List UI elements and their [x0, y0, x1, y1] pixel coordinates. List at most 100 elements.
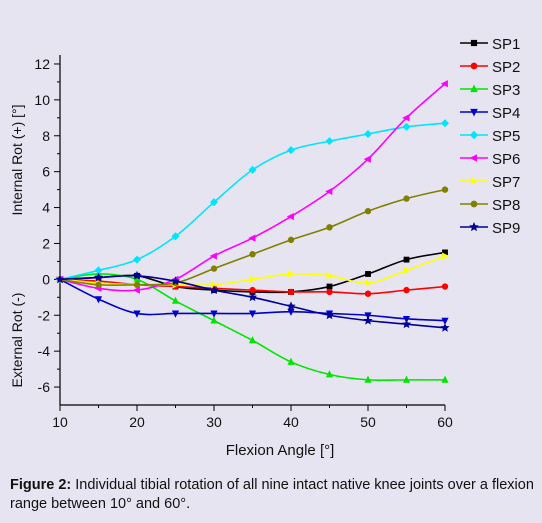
- data-point-sp2: [249, 286, 256, 294]
- y-tick-label: -2: [38, 307, 51, 323]
- legend-label: SP9: [492, 220, 520, 237]
- legend-entry-sp4: SP4: [460, 105, 520, 122]
- data-point-sp4: [287, 308, 295, 316]
- legend-entry-sp1: SP1: [460, 36, 520, 53]
- y-tick-label: 4: [42, 200, 50, 216]
- data-point-sp6: [325, 187, 333, 195]
- axes: 10 20 30 40 50 60 -6 -4 -2 0 2 4 6 8 10 12: [34, 55, 453, 430]
- data-point-sp4: [248, 310, 257, 318]
- data-point-sp9: [132, 270, 142, 280]
- x-tick-label: 40: [283, 414, 299, 430]
- data-point-sp7: [211, 281, 219, 289]
- legend-entry-sp3: SP3: [460, 82, 520, 99]
- data-point-sp3: [325, 370, 334, 378]
- data-point-sp7: [442, 252, 450, 260]
- y-tick-label: 2: [42, 235, 50, 251]
- legend: SP1 SP2 SP3 SP4 SP5 SP6 SP7 SP8 SP9: [460, 36, 520, 237]
- data-point-sp7: [326, 272, 334, 280]
- data-point-sp3: [287, 357, 295, 365]
- data-point-sp9: [55, 274, 65, 284]
- data-point-sp2: [364, 290, 372, 297]
- y-tick-label: 0: [42, 271, 50, 287]
- data-point-sp4: [402, 315, 411, 324]
- data-point-sp9: [93, 272, 104, 282]
- data-point-sp8: [95, 281, 102, 288]
- data-point-sp7: [249, 275, 257, 283]
- legend-label: SP7: [492, 174, 520, 191]
- y-axis-label-internal: Internal Rot (+) [°]: [9, 104, 25, 215]
- figure-caption: Figure 2: Individual tibial rotation of …: [10, 476, 535, 514]
- legend-entry-sp6: SP6: [460, 151, 520, 168]
- data-point-sp4: [364, 312, 372, 320]
- data-point-sp2: [287, 288, 295, 296]
- data-point-sp4: [171, 310, 180, 318]
- data-point-sp8: [249, 251, 256, 258]
- data-point-sp5: [248, 165, 257, 174]
- data-point-sp8: [364, 207, 372, 215]
- legend-marker: [470, 177, 479, 185]
- data-point-sp9: [247, 292, 258, 302]
- data-point-sp5: [440, 119, 450, 128]
- data-point-sp4: [210, 310, 218, 318]
- legend-label: SP1: [492, 36, 520, 53]
- y-tick-label: 12: [34, 56, 50, 72]
- legend-marker: [469, 154, 478, 162]
- caption-text: Individual tibial rotation of all nine i…: [10, 477, 534, 512]
- data-point-sp9: [286, 301, 296, 311]
- data-point-sp3: [364, 375, 372, 383]
- data-point-sp9: [324, 310, 335, 320]
- data-point-sp1: [403, 256, 410, 263]
- caption-label: Figure 2:: [10, 477, 72, 493]
- series-sp9: [55, 270, 450, 332]
- legend-label: SP6: [492, 151, 520, 168]
- series-line-sp6: [59, 83, 446, 292]
- series-sp6: [55, 80, 448, 294]
- data-point-sp3: [441, 375, 449, 383]
- y-tick-label: 8: [42, 128, 50, 144]
- data-point-sp6: [402, 114, 410, 122]
- data-point-sp5: [132, 255, 142, 264]
- data-point-sp5: [363, 129, 373, 138]
- y-tick-label: 10: [34, 92, 50, 108]
- data-point-sp9: [170, 276, 181, 286]
- data-point-sp8: [287, 236, 295, 244]
- data-point-sp8: [441, 186, 449, 193]
- data-point-sp4: [441, 317, 449, 325]
- data-point-sp2: [326, 288, 333, 296]
- data-point-sp5: [209, 198, 219, 207]
- data-point-sp2: [441, 283, 449, 290]
- data-point-sp8: [403, 195, 410, 202]
- legend-label: SP2: [492, 59, 520, 76]
- legend-marker: [470, 200, 478, 208]
- data-point-sp4: [94, 296, 103, 304]
- y-tick-label: 6: [42, 164, 50, 180]
- x-tick-label: 30: [206, 414, 222, 430]
- legend-label: SP5: [492, 128, 520, 145]
- data-point-sp6: [286, 212, 294, 221]
- y-axis-label-external: External Rot (-): [9, 293, 25, 388]
- legend-marker: [470, 39, 478, 47]
- data-point-sp8: [210, 265, 218, 272]
- legend-entry-sp5: SP5: [460, 128, 520, 145]
- data-point-sp9: [209, 285, 219, 295]
- data-point-sp9: [401, 319, 412, 329]
- series-line-sp1: [59, 251, 446, 294]
- data-point-sp7: [365, 279, 373, 287]
- x-tick-label: 50: [360, 414, 376, 430]
- legend-marker: [470, 62, 478, 70]
- data-point-sp7: [288, 270, 296, 278]
- data-point-sp6: [248, 234, 256, 242]
- legend-marker: [469, 130, 479, 140]
- legend-marker: [470, 108, 478, 117]
- data-point-sp5: [325, 137, 334, 146]
- data-point-sp5: [171, 232, 180, 241]
- legend-label: SP4: [492, 105, 520, 122]
- legend-entry-sp9: SP9: [460, 220, 520, 237]
- data-point-sp1: [326, 283, 333, 290]
- data-point-sp3: [171, 296, 180, 304]
- data-point-sp2: [403, 286, 410, 294]
- data-point-sp6: [209, 252, 217, 260]
- legend-marker: [470, 84, 478, 93]
- legend-entry-sp2: SP2: [460, 59, 520, 76]
